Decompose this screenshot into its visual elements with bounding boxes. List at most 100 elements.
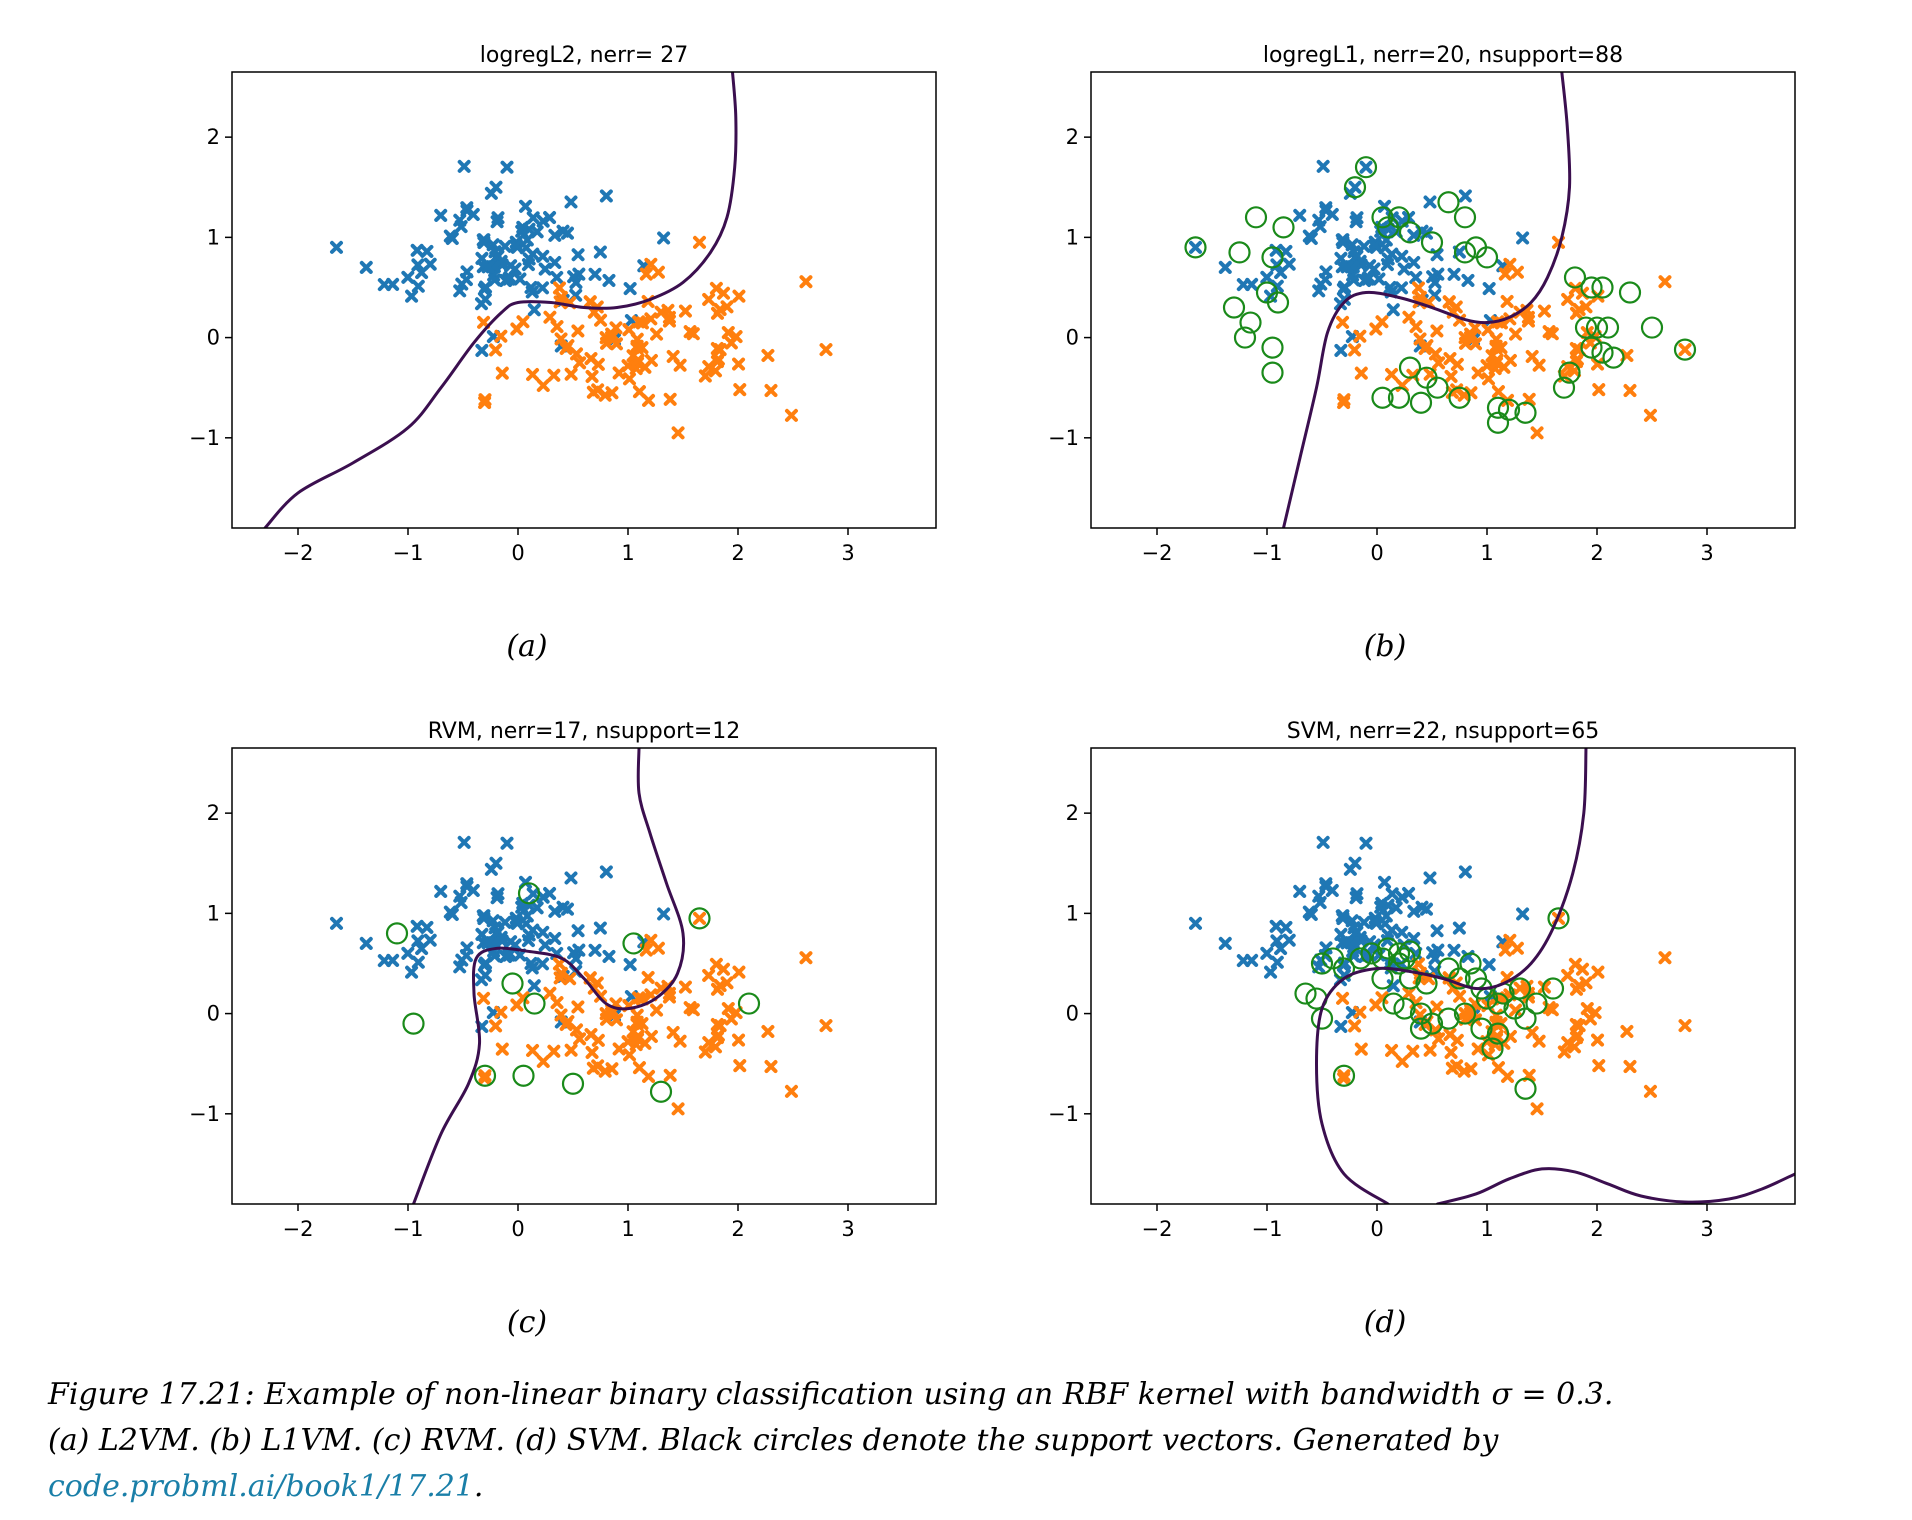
class0-point: [1189, 916, 1202, 930]
support-vector-ring: [1409, 391, 1433, 414]
class0-point: [548, 932, 562, 946]
class1-point: [632, 385, 646, 399]
class1-point: [1385, 368, 1399, 382]
support-vector-ring: [1261, 336, 1284, 359]
class1-point: [1509, 327, 1523, 341]
support-vector-ring: [402, 1012, 425, 1035]
support-vector-ring: [1437, 191, 1460, 214]
class1-point: [1532, 1034, 1546, 1048]
class1-point: [1481, 323, 1495, 337]
support-vector-ring: [1228, 241, 1251, 264]
support-vector-ring: [1244, 206, 1268, 229]
class0-point: [359, 260, 373, 274]
class1-point: [1471, 1042, 1485, 1056]
class0-point: [377, 278, 391, 292]
class1-point: [784, 408, 798, 422]
support-vector-ring: [512, 1064, 535, 1087]
support-vector-ring: [385, 922, 409, 945]
y-tick-label: −1: [189, 426, 220, 450]
figure-caption: Figure 17.21: Example of non-linear bina…: [48, 1372, 1864, 1510]
class1-point: [1532, 358, 1546, 372]
support-vector-ring: [1310, 952, 1334, 975]
class1-point: [605, 1006, 619, 1020]
class0-point: [1336, 912, 1350, 926]
class0-point: [1357, 915, 1371, 929]
class1-point: [678, 980, 692, 994]
class0-point: [1334, 343, 1348, 357]
class1-point: [1557, 1045, 1571, 1059]
class1-point: [1432, 356, 1446, 370]
class1-point: [644, 312, 658, 326]
support-vector-ring: [1486, 411, 1510, 434]
caption-period: .: [473, 1469, 484, 1504]
class1-point: [612, 1042, 626, 1056]
class1-point: [1658, 951, 1672, 965]
class0-point: [491, 887, 505, 901]
class1-point: [1500, 295, 1514, 309]
class0-point: [560, 226, 574, 240]
caption-link[interactable]: code.probml.ai/book1/17.21: [48, 1469, 474, 1504]
axes-frame-c: [231, 747, 937, 1205]
class0-point: [475, 343, 489, 357]
sublabel-c: (c): [507, 1305, 547, 1340]
support-vector-ring: [1184, 236, 1207, 259]
class1-point: [698, 1045, 712, 1059]
class0-point: [599, 865, 613, 879]
plot-area-a: [263, 72, 833, 528]
class1-point: [1491, 1061, 1505, 1075]
class1-point: [717, 962, 731, 976]
class1-point: [1545, 1003, 1559, 1017]
support-vector-ring: [1453, 1002, 1477, 1025]
class0-point: [489, 180, 503, 194]
class1-point: [1623, 384, 1637, 398]
class1-point: [650, 327, 664, 341]
class0-point: [477, 236, 491, 250]
support-vector-ring: [1673, 338, 1697, 361]
class1-point: [764, 1060, 778, 1074]
class1-point: [732, 1033, 746, 1047]
class1-point: [732, 965, 746, 979]
class1-point: [724, 1012, 738, 1026]
support-vector-ring: [1409, 1017, 1433, 1040]
class1-point: [764, 384, 778, 398]
class0-point: [543, 887, 557, 901]
class0-point: [1407, 256, 1421, 270]
sublabel-a: (a): [506, 629, 547, 664]
panel-title-c: RVM, nerr=17, nsupport=12: [428, 719, 741, 744]
class1-point: [1569, 1031, 1583, 1045]
class1-point: [583, 295, 597, 309]
class1-point: [1591, 357, 1605, 371]
y-tick-label: 0: [207, 326, 220, 350]
class0-point: [1334, 1019, 1348, 1033]
caption-generated-by: Generated by: [1292, 1423, 1499, 1458]
class0-point: [1482, 958, 1496, 972]
class0-point: [405, 965, 419, 979]
class0-point: [1319, 265, 1333, 279]
class0-point: [1293, 208, 1307, 222]
class0-point: [1357, 239, 1371, 253]
class1-point: [1561, 1036, 1575, 1050]
class1-point: [693, 911, 706, 925]
class1-point: [1375, 315, 1389, 329]
sublabel-b: (b): [1364, 629, 1407, 664]
class1-point: [799, 275, 813, 289]
class1-point: [1623, 1060, 1637, 1074]
class0-point: [1274, 942, 1288, 956]
plot-panels: logregL2, nerr= 27−2 −1 0 1 2 3−1012logregL1,…: [189, 43, 1796, 1241]
support-vector-ring: [1552, 376, 1576, 399]
class0-point: [488, 921, 502, 935]
panel-d: SVM, nerr=22, nsupport=65 −2 −1 0 1 2 3 −1 0 1 2: [1048, 719, 1796, 1241]
class0-point: [1274, 266, 1288, 280]
class0-point: [1189, 240, 1202, 254]
class0-point: [1312, 889, 1326, 903]
class0-point: [1516, 231, 1530, 245]
plot-area-b: [1184, 72, 1697, 528]
class0-point: [1385, 887, 1399, 901]
class0-point: [1340, 936, 1354, 950]
support-vector-ring: [1453, 241, 1477, 264]
class0-point: [538, 262, 552, 276]
class1-point: [1570, 982, 1583, 996]
support-vector-ring: [1470, 1017, 1493, 1040]
support-vector-ring: [1354, 156, 1378, 179]
support-vector-ring: [1514, 1007, 1537, 1030]
